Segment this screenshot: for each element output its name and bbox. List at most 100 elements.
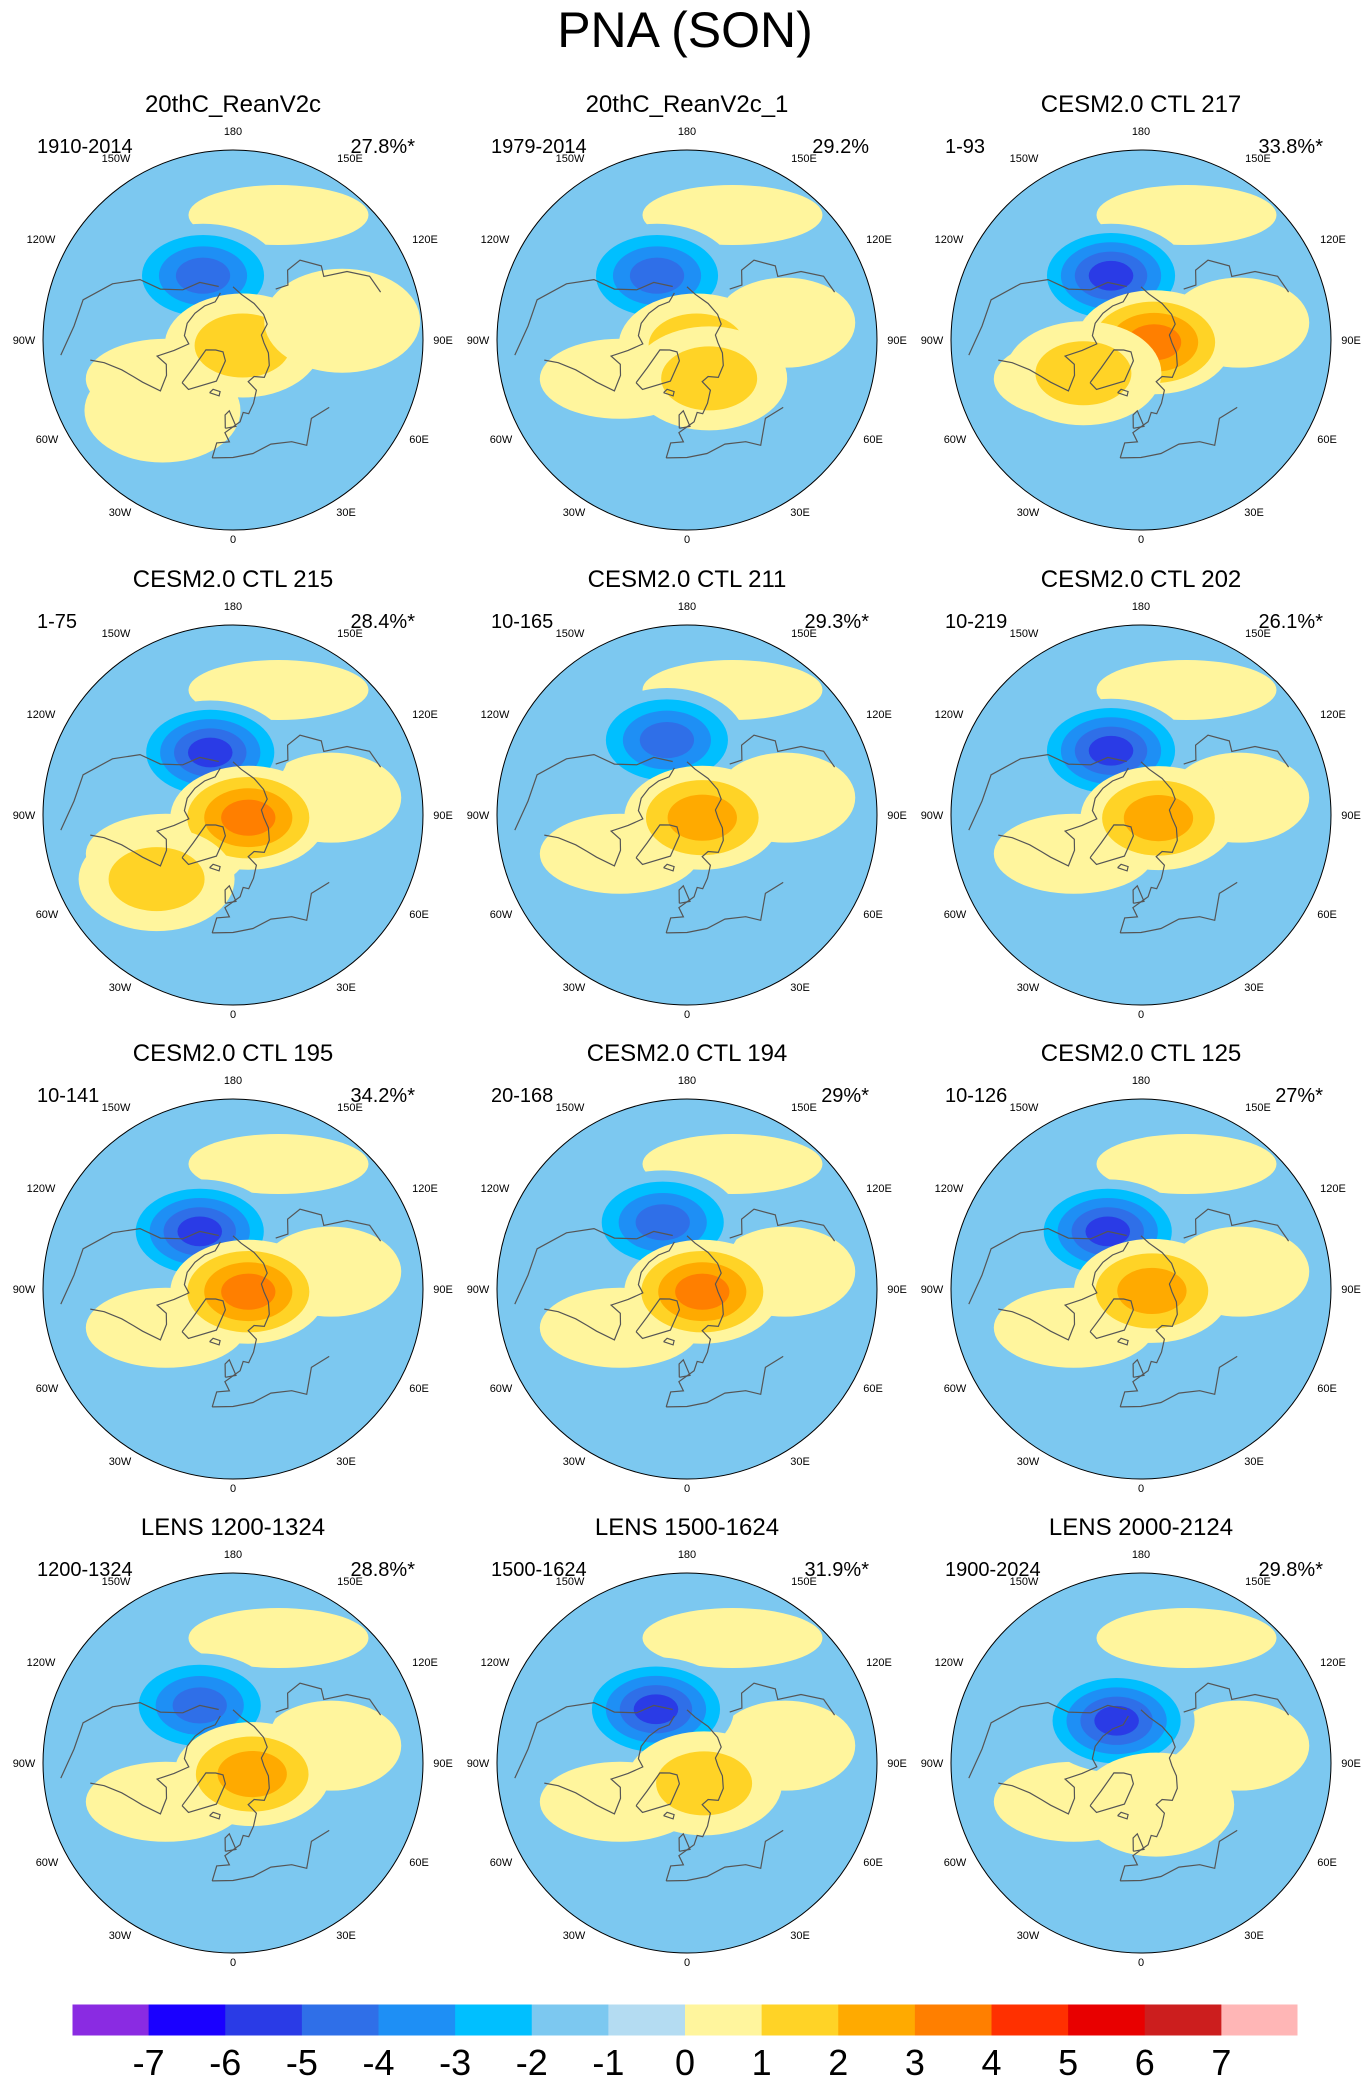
contour-level	[675, 1273, 730, 1310]
coastline	[635, 1298, 681, 1340]
longitude-label: 150E	[791, 628, 817, 640]
longitude-label: 30W	[563, 507, 586, 519]
coastline	[678, 1832, 691, 1852]
longitude-label: 30E	[790, 982, 810, 994]
longitude-label: 60E	[409, 909, 429, 921]
longitude-label: 30E	[336, 1930, 356, 1942]
coastline	[666, 881, 784, 934]
panel: 20thC_ReanV2c_1 1979-2014 29.2% 180 150W 150E…	[467, 91, 907, 546]
coastline	[968, 278, 1127, 356]
coastline	[275, 1208, 382, 1242]
coastline	[663, 1811, 675, 1820]
longitude-label: 120W	[481, 1183, 510, 1195]
longitude-label: 150E	[791, 1576, 817, 1588]
longitude-label: 90E	[1341, 1758, 1361, 1770]
coastline	[665, 1709, 724, 1882]
longitude-label: 120E	[412, 234, 438, 246]
longitude-label: 120E	[412, 1183, 438, 1195]
panel-variance: 34.2%*	[351, 1085, 416, 1107]
panel-variance: 29%*	[821, 1085, 869, 1107]
longitude-label: 0	[1138, 534, 1144, 546]
coastline	[665, 286, 724, 459]
longitude-label: 120W	[27, 1657, 56, 1669]
coastline	[209, 388, 221, 397]
longitude-label: 180	[224, 1075, 242, 1087]
coastline	[275, 1682, 382, 1716]
longitude-label: 60W	[36, 1383, 59, 1395]
coastline	[181, 1298, 227, 1340]
colorbar-swatch	[608, 2004, 686, 2036]
panel-map	[951, 1099, 1331, 1479]
colorbar-swatch	[685, 2004, 763, 2036]
coastline	[666, 1829, 784, 1882]
longitude-label: 150E	[1245, 1102, 1271, 1114]
longitude-label: 90E	[433, 335, 453, 347]
map-border	[950, 149, 1332, 531]
longitude-label: 30W	[1017, 1456, 1040, 1468]
longitude-label: 120E	[1320, 709, 1346, 721]
coastline	[1120, 1355, 1238, 1408]
coastline	[544, 1241, 675, 1341]
coastline	[90, 1241, 221, 1341]
longitude-label: 150E	[1245, 153, 1271, 165]
longitude-label: 90W	[13, 1284, 36, 1296]
panel-map	[43, 1099, 423, 1479]
coastline	[211, 286, 270, 459]
longitude-label: 90E	[1341, 335, 1361, 347]
longitude-label: 0	[684, 1483, 690, 1495]
coastline	[181, 824, 227, 866]
contour-level	[1094, 1705, 1139, 1736]
panel-map	[951, 625, 1331, 1005]
colorbar-swatch	[301, 2004, 379, 2036]
longitude-label: 60E	[1317, 909, 1337, 921]
coastline	[60, 1227, 219, 1305]
coastline	[212, 406, 330, 459]
coastline	[1119, 1235, 1178, 1408]
coastline	[1089, 1298, 1135, 1340]
longitude-label: 30E	[336, 1456, 356, 1468]
contour-band	[188, 1134, 369, 1195]
longitude-label: 120E	[866, 1657, 892, 1669]
coastline	[1183, 1682, 1290, 1716]
longitude-label: 150W	[102, 1102, 131, 1114]
longitude-label: 180	[678, 601, 696, 613]
longitude-label: 150W	[102, 1576, 131, 1588]
longitude-label: 60W	[490, 1857, 513, 1869]
longitude-label: 180	[1132, 1075, 1150, 1087]
coastline	[1120, 406, 1238, 459]
longitude-label: 180	[224, 601, 242, 613]
longitude-label: 30W	[563, 1930, 586, 1942]
longitude-label: 150W	[102, 628, 131, 640]
colorbar-label: 0	[675, 2042, 695, 2082]
coastline	[544, 1715, 675, 1815]
colorbar: -7 -6 -5 -4 -3 -2 -1 0 1 2 3 4 5 6 7	[71, 2003, 1299, 2082]
contour-level	[221, 799, 276, 836]
colorbar-label: 2	[828, 2042, 848, 2082]
contour-level	[84, 358, 241, 463]
longitude-label: 30W	[1017, 1930, 1040, 1942]
longitude-label: 60E	[409, 1857, 429, 1869]
contour-level	[175, 257, 231, 294]
coastline	[212, 1355, 330, 1408]
colorbar-label: 6	[1135, 2042, 1155, 2082]
panel: LENS 1500-1624 1500-1624 31.9%* 180 150W 150E…	[467, 1514, 907, 1969]
longitude-label: 120W	[27, 709, 56, 721]
longitude-label: 30W	[109, 507, 132, 519]
colorbar-swatch	[1068, 2004, 1146, 2036]
coastline	[212, 881, 330, 934]
coastline	[1117, 1337, 1129, 1346]
contour-level	[1088, 260, 1134, 291]
colorbar-swatch	[148, 2004, 226, 2036]
coastline	[968, 1227, 1127, 1305]
longitude-label: 150E	[1245, 628, 1271, 640]
map-border	[950, 1572, 1332, 1954]
longitude-label: 30W	[1017, 982, 1040, 994]
longitude-label: 120W	[481, 709, 510, 721]
longitude-label: 180	[678, 1075, 696, 1087]
panel-map	[497, 150, 877, 530]
longitude-label: 180	[1132, 601, 1150, 613]
panel-variance: 29.8%*	[1259, 1559, 1324, 1581]
coastline	[729, 1208, 836, 1242]
longitude-label: 120W	[935, 1657, 964, 1669]
contour-level	[629, 257, 685, 294]
